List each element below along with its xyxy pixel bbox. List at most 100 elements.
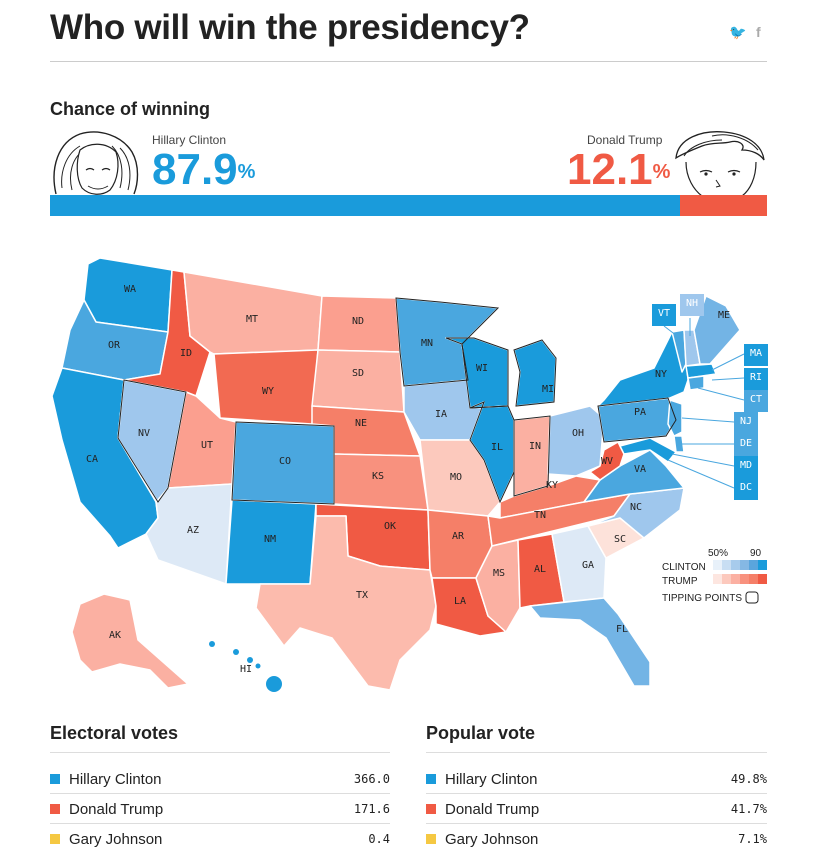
state-MA bbox=[685, 363, 717, 379]
state-label-ut: UT bbox=[201, 440, 213, 451]
candidate-value: 41.7% bbox=[730, 802, 767, 816]
row-divider bbox=[426, 823, 767, 824]
state-label-ne: NE bbox=[355, 418, 367, 429]
state-HI bbox=[209, 641, 282, 692]
state-VA bbox=[583, 449, 685, 503]
page-title: Who will win the presidency? bbox=[50, 8, 530, 47]
state-label-nd: ND bbox=[352, 316, 364, 327]
trump-chance: 12.1% bbox=[567, 145, 671, 194]
candidate-swatch bbox=[426, 774, 436, 784]
legend-clinton-label: CLINTON bbox=[662, 562, 706, 573]
trump-probability-fill bbox=[680, 195, 767, 216]
legend-swatch-trump bbox=[713, 574, 722, 584]
state-label-va: VA bbox=[634, 464, 646, 475]
twitter-icon[interactable]: 🐦 bbox=[729, 24, 747, 40]
facebook-icon[interactable]: f bbox=[756, 24, 761, 40]
state-label-md: MD bbox=[740, 460, 752, 471]
candidate-name: Hillary Clinton bbox=[445, 770, 538, 788]
popular-heading: Popular vote bbox=[426, 723, 536, 743]
box-NH bbox=[680, 294, 704, 316]
legend-low-label: 50% bbox=[708, 548, 728, 559]
state-TX bbox=[255, 515, 437, 691]
candidate-name: Gary Johnson bbox=[445, 830, 539, 848]
state-WV bbox=[589, 441, 625, 481]
state-KS bbox=[333, 453, 429, 511]
state-label-fl: FL bbox=[616, 624, 628, 635]
tipping-point-icon bbox=[745, 591, 759, 604]
box-RI bbox=[744, 368, 768, 390]
state-label-il: IL bbox=[491, 442, 503, 453]
trump-portrait-icon bbox=[675, 131, 765, 196]
legend-swatch-clinton bbox=[740, 560, 749, 570]
state-MT bbox=[183, 271, 323, 355]
state-label-pa: PA bbox=[634, 407, 646, 418]
box-CT bbox=[744, 390, 768, 412]
legend-swatch-clinton bbox=[731, 560, 740, 570]
state-label-nc: NC bbox=[630, 502, 642, 513]
candidate-name: Hillary Clinton bbox=[69, 770, 162, 788]
state-label-tn: TN bbox=[534, 510, 546, 521]
electoral-row: Donald Trump 171.6 bbox=[50, 794, 390, 824]
legend-tipping-label: TIPPING POINTS bbox=[662, 593, 742, 604]
legend-swatch-clinton bbox=[749, 560, 758, 570]
state-label-or: OR bbox=[108, 340, 121, 351]
state-label-sc: SC bbox=[614, 534, 626, 545]
state-label-ca: CA bbox=[86, 454, 98, 465]
state-label-wi: WI bbox=[476, 363, 488, 374]
clinton-portrait-icon bbox=[53, 131, 139, 195]
win-probability-bar bbox=[50, 195, 767, 216]
state-label-ct: CT bbox=[750, 394, 762, 405]
us-forecast-map: WA OR CA NV ID MT WY UT AZ CO NM ND SD NE KS OK TX MN IA MO… bbox=[51, 257, 768, 692]
clinton-name: Hillary Clinton bbox=[152, 133, 227, 147]
candidate-swatch bbox=[50, 834, 60, 844]
candidate-swatch bbox=[50, 774, 60, 784]
clinton-chance: 87.9% bbox=[152, 145, 256, 194]
popular-rule bbox=[426, 752, 767, 753]
candidate-name: Donald Trump bbox=[69, 800, 164, 818]
box-VT bbox=[652, 304, 676, 326]
row-divider bbox=[50, 823, 390, 824]
candidate-name: Gary Johnson bbox=[69, 830, 163, 848]
electoral-heading: Electoral votes bbox=[50, 723, 179, 743]
state-label-mo: MO bbox=[450, 472, 462, 483]
trump-name: Donald Trump bbox=[587, 133, 663, 147]
row-divider bbox=[426, 793, 767, 794]
popular-row: Donald Trump 41.7% bbox=[426, 794, 767, 824]
candidate-value: 7.1% bbox=[738, 832, 767, 846]
clinton-probability-fill bbox=[50, 195, 681, 216]
state-DE bbox=[673, 435, 685, 453]
state-FL bbox=[529, 597, 651, 687]
state-label-wv: WV bbox=[601, 456, 613, 467]
electoral-rule bbox=[50, 752, 390, 753]
state-label-hi: HI bbox=[240, 664, 252, 675]
legend-swatch-trump bbox=[749, 574, 758, 584]
state-label-ny: NY bbox=[655, 369, 667, 380]
state-IN bbox=[513, 415, 551, 497]
legend-swatch-trump bbox=[758, 574, 767, 584]
candidate-value: 366.0 bbox=[353, 772, 390, 786]
box-NJ bbox=[734, 412, 758, 434]
state-CT bbox=[687, 375, 705, 391]
electoral-row: Hillary Clinton 366.0 bbox=[50, 764, 390, 794]
small-state-boxes bbox=[652, 294, 768, 500]
legend-swatch-trump bbox=[731, 574, 740, 584]
state-label-de: DE bbox=[740, 438, 752, 449]
box-DE bbox=[734, 434, 758, 456]
state-label-nm: NM bbox=[264, 534, 276, 545]
state-label-mn: MN bbox=[421, 338, 433, 349]
legend-swatch-trump bbox=[722, 574, 731, 584]
state-label-nj: NJ bbox=[740, 416, 752, 427]
electoral-row: Gary Johnson 0.4 bbox=[50, 824, 390, 854]
candidate-value: 49.8% bbox=[730, 772, 767, 786]
state-label-ky: KY bbox=[546, 480, 558, 491]
state-label-vt: VT bbox=[658, 308, 670, 319]
state-label-ga: GA bbox=[582, 560, 594, 571]
state-label-la: LA bbox=[454, 596, 466, 607]
map-legend: 50% 90 CLINTON TRUMP TIPPING POINTS bbox=[662, 548, 767, 604]
state-label-tx: TX bbox=[356, 590, 368, 601]
legend-trump-label: TRUMP bbox=[662, 576, 698, 587]
box-DC bbox=[734, 478, 758, 500]
state-label-ks: KS bbox=[372, 471, 384, 482]
state-label-oh: OH bbox=[572, 428, 584, 439]
header-divider bbox=[50, 61, 767, 62]
